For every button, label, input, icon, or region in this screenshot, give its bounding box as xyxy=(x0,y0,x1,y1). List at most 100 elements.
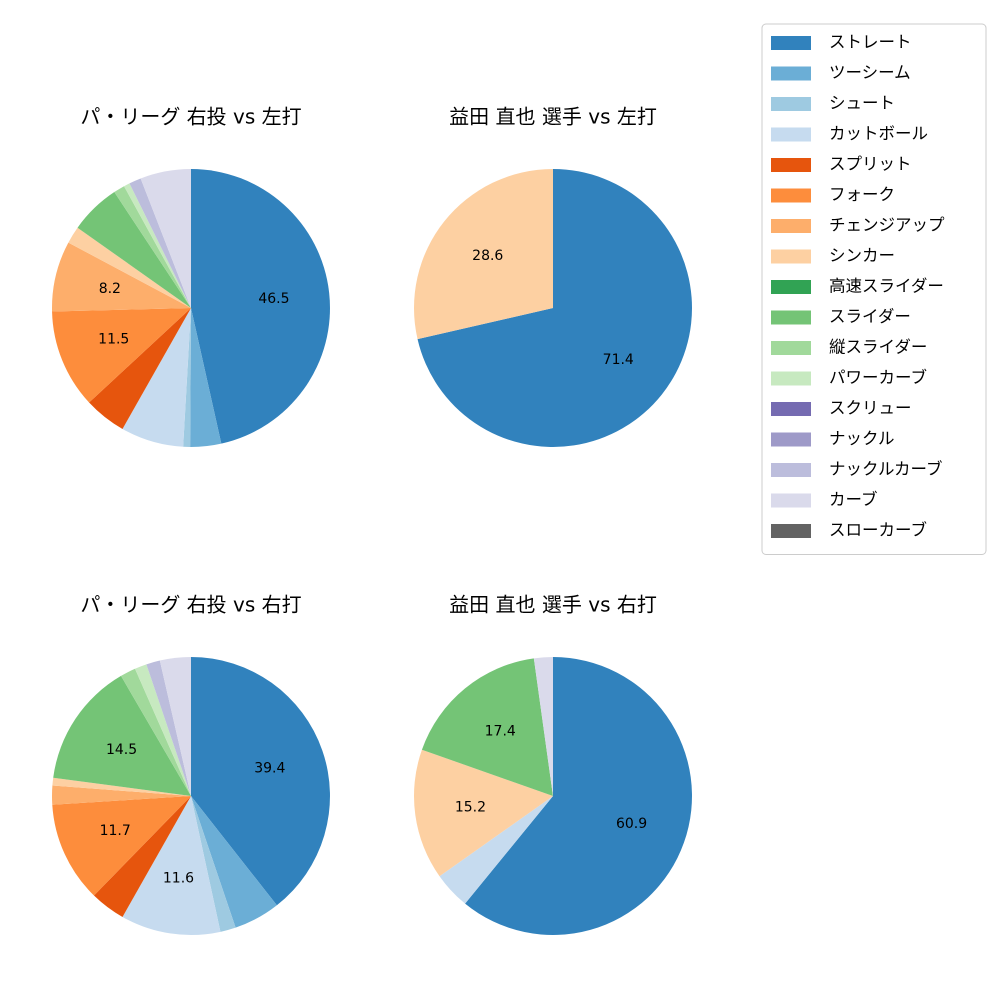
legend-item: カットボール xyxy=(771,124,928,143)
pie-slice xyxy=(417,168,692,447)
legend-item: 高速スライダー xyxy=(771,277,944,296)
legend-swatch xyxy=(771,219,811,233)
legend-swatch xyxy=(771,463,811,477)
pie-slice xyxy=(121,668,191,796)
pie-slice xyxy=(51,785,192,805)
pie-slice xyxy=(140,168,191,308)
pie-slice xyxy=(53,675,192,796)
pie-slice xyxy=(135,664,191,796)
legend-item: ストレート xyxy=(771,33,912,52)
pie-slice xyxy=(533,657,553,796)
pie-slice xyxy=(146,660,191,796)
legend-frame xyxy=(761,23,987,555)
pie-slice xyxy=(93,796,191,917)
pie-slice xyxy=(183,308,191,447)
pie-charts: パ・リーグ 右投 vs 左打 46.5 11.5 8.2 益田 直也 選手 vs 左打 7… xyxy=(51,105,692,936)
legend-item: シンカー xyxy=(771,246,895,265)
pie-slice xyxy=(191,169,330,444)
pie-slice xyxy=(191,657,330,906)
legend-swatch xyxy=(771,341,811,355)
pie-slice xyxy=(413,749,553,877)
legend-label: スプリット xyxy=(829,155,912,174)
legend-label: スローカーブ xyxy=(829,520,927,540)
legend-swatch xyxy=(771,524,811,538)
legend-item: スローカーブ xyxy=(771,520,927,540)
legend-swatch xyxy=(771,280,811,294)
chart-title: パ・リーグ 右投 vs 左打 xyxy=(80,105,301,129)
legend-swatch xyxy=(771,493,811,508)
legend-label: 縦スライダー xyxy=(829,338,927,357)
pie-slice xyxy=(465,657,692,935)
pie-slice xyxy=(191,796,277,928)
chart-title: パ・リーグ 右投 vs 右打 xyxy=(80,593,301,617)
pie-slice xyxy=(68,227,191,308)
slice-label: 15.2 xyxy=(455,799,486,815)
legend-item: ナックル xyxy=(771,429,895,448)
legend-label: ナックル xyxy=(829,429,895,448)
pie-slice xyxy=(190,308,222,448)
pie-slice xyxy=(114,186,191,308)
legend-swatch xyxy=(771,402,811,416)
legend-item: スクリュー xyxy=(771,399,912,418)
legend-item: シュート xyxy=(771,94,895,113)
legend-swatch xyxy=(771,371,811,386)
slice-label: 11.5 xyxy=(98,331,129,347)
legend-swatch xyxy=(771,66,811,81)
legend-label: スライダー xyxy=(829,307,911,326)
legend-swatch xyxy=(771,310,811,325)
pie-slice xyxy=(191,796,236,932)
pie-chart-1: パ・リーグ 右投 vs 左打 46.5 11.5 8.2 xyxy=(51,105,330,448)
legend-item: チェンジアップ xyxy=(771,216,945,235)
slice-label: 11.7 xyxy=(100,823,131,839)
legend: ストレートツーシームシュートカットボールスプリットフォークチェンジアップシンカー… xyxy=(761,23,987,555)
pie-slice xyxy=(439,796,553,904)
legend-label: 高速スライダー xyxy=(829,277,944,296)
pie-slice xyxy=(159,657,191,796)
slice-label: 14.5 xyxy=(106,742,137,758)
legend-swatch xyxy=(771,432,811,447)
pie-slice xyxy=(124,183,191,308)
legend-label: スクリュー xyxy=(829,399,912,418)
legend-swatch xyxy=(771,188,811,203)
pie-chart-2: 益田 直也 選手 vs 左打 71.4 28.6 xyxy=(414,105,692,447)
pie-slice xyxy=(122,796,221,936)
pie-slice xyxy=(129,178,191,308)
legend-label: パワーカーブ xyxy=(829,367,927,387)
pie-slice xyxy=(421,658,553,796)
slice-label: 39.4 xyxy=(254,761,285,777)
legend-item: スプリット xyxy=(771,155,912,174)
legend-item: スライダー xyxy=(771,307,911,326)
chart-title: 益田 直也 選手 vs 左打 xyxy=(449,105,657,129)
legend-label: ツーシーム xyxy=(829,63,911,82)
legend-swatch xyxy=(771,127,811,142)
slice-label: 17.4 xyxy=(485,723,516,739)
pie-slice xyxy=(414,169,553,340)
legend-label: シュート xyxy=(829,94,895,113)
slice-label: 60.9 xyxy=(616,816,647,832)
legend-swatch xyxy=(771,158,811,172)
slice-label: 46.5 xyxy=(258,291,289,307)
legend-swatch xyxy=(771,249,811,264)
legend-item: ツーシーム xyxy=(771,63,911,82)
legend-item: ナックルカーブ xyxy=(771,459,943,479)
legend-item: パワーカーブ xyxy=(771,367,927,387)
legend-label: チェンジアップ xyxy=(829,216,945,235)
chart-title: 益田 直也 選手 vs 右打 xyxy=(449,593,657,617)
legend-label: カットボール xyxy=(829,124,928,143)
legend-swatch xyxy=(771,36,811,50)
legend-item: カーブ xyxy=(771,489,878,509)
slice-label: 8.2 xyxy=(99,281,121,297)
legend-label: ストレート xyxy=(829,33,912,52)
legend-label: フォーク xyxy=(829,185,895,204)
pie-slice xyxy=(52,777,191,796)
pie-slice xyxy=(51,242,192,312)
pie-chart-4: 益田 直也 選手 vs 右打 60.9 15.2 17.4 xyxy=(413,593,692,935)
legend-label: カーブ xyxy=(829,489,878,509)
pie-slice xyxy=(122,308,191,447)
slice-label: 28.6 xyxy=(472,248,503,264)
legend-label: ナックルカーブ xyxy=(829,459,943,479)
legend-label: シンカー xyxy=(829,246,895,265)
legend-item: フォーク xyxy=(771,185,895,204)
pie-slice xyxy=(52,796,191,896)
